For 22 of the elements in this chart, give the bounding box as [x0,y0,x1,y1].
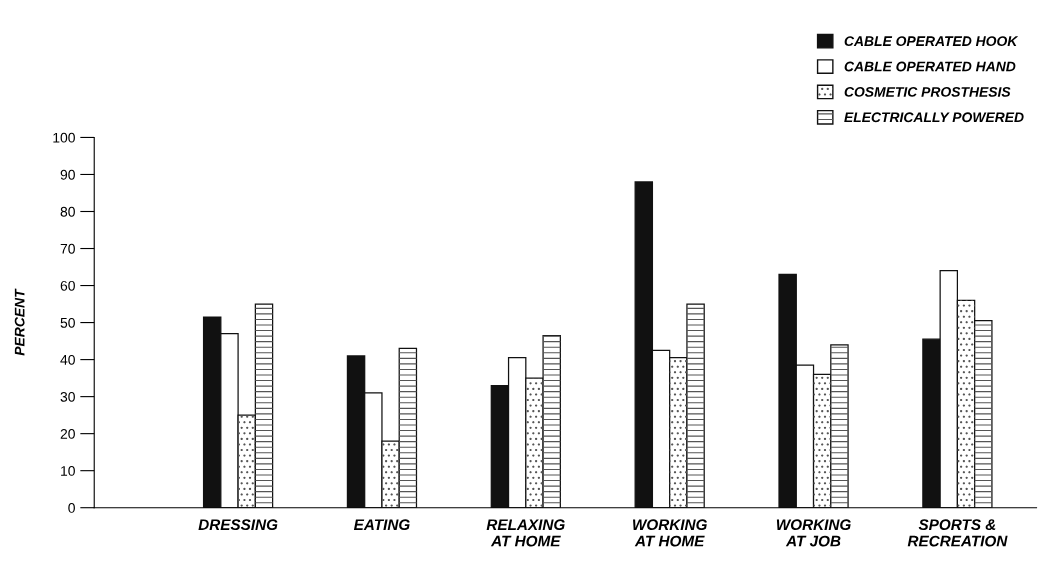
legend-label: CABLE OPERATED HOOK [844,36,1019,47]
y-tick-label: 60 [60,280,75,291]
x-tick-label: DRESSING [198,519,278,531]
x-tick-label: EATING [353,519,410,531]
x-tick-label: WORKING AT HOME [633,519,707,547]
y-tick-label: 20 [60,428,75,439]
x-tick-label: WORKING AT JOB [776,519,851,547]
legend-label: COSMETIC PROSTHESIS [844,86,1011,97]
y-tick-label: 90 [60,169,75,180]
y-tick-label: 10 [61,466,75,476]
y-tick-label: 0 [68,503,75,513]
y-tick-label: 50 [60,317,75,328]
legend-label: CABLE OPERATED HAND [844,61,1016,72]
x-tick-label: SPORTS & RECREATION [907,519,1008,547]
y-tick-label: 80 [60,206,75,217]
y-tick-label: 30 [60,391,75,402]
y-axis-title: PERCENT [14,288,25,356]
x-tick-label: RELAXING AT HOME [486,519,565,547]
y-tick-label: 70 [60,243,75,254]
y-tick-label: 40 [60,354,75,365]
y-tick-label: 100 [53,132,75,143]
legend-label: ELECTRICALLY POWERED [844,112,1024,123]
